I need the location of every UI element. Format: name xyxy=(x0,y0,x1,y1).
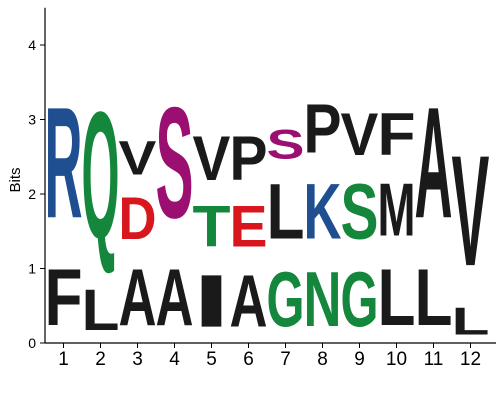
logo-letter-glyph: L xyxy=(82,277,120,343)
logo-letter-glyph: A xyxy=(415,74,453,251)
logo-letter-glyph: P xyxy=(230,123,268,193)
logo-letter: A xyxy=(156,253,194,343)
x-tick-label: 6 xyxy=(243,349,254,370)
logo-letter-glyph: I xyxy=(193,260,231,343)
logo-letter-glyph: L xyxy=(267,169,305,257)
logo-letter-glyph: M xyxy=(378,169,416,252)
logo-letter: I xyxy=(193,260,231,343)
logo-letter-glyph: S xyxy=(341,168,379,256)
logo-letter: S xyxy=(341,168,379,256)
x-tick-label: 10 xyxy=(386,349,407,370)
logo-letter-glyph: L xyxy=(452,299,490,342)
logo-letter: Q xyxy=(82,75,120,277)
logo-letter: L xyxy=(452,299,490,342)
logo-letter: R xyxy=(45,74,83,251)
logo-letter-glyph: R xyxy=(45,74,83,251)
logo-letter-glyph: E xyxy=(230,195,268,260)
logo-letter-glyph: F xyxy=(378,101,416,168)
logo-letter: M xyxy=(378,169,416,252)
logo-letter: A xyxy=(230,260,268,343)
logo-letter: S xyxy=(156,75,194,252)
logo-letter: N xyxy=(304,257,342,344)
logo-letter-glyph: F xyxy=(45,253,83,343)
logo-letter: E xyxy=(230,195,268,260)
y-tick-label: 0 xyxy=(28,335,36,351)
logo-letter-glyph: L xyxy=(415,253,453,343)
logo-letter: F xyxy=(378,101,416,168)
y-tick-label: 4 xyxy=(28,37,36,53)
x-tick-label: 11 xyxy=(424,349,444,370)
logo-letter-glyph: A xyxy=(119,253,157,343)
logo-letter-glyph: V xyxy=(452,124,490,300)
logo-letter-glyph: Q xyxy=(82,75,120,277)
logo-letter-glyph: A xyxy=(230,260,268,343)
logo-letter: G xyxy=(341,255,379,342)
logo-letter-glyph: P xyxy=(304,89,342,168)
y-tick-label: 3 xyxy=(28,112,36,128)
logo-letter-glyph: K xyxy=(304,169,342,256)
logo-letter: S xyxy=(267,121,305,168)
logo-letter-glyph: N xyxy=(304,257,342,344)
logo-letter: A xyxy=(119,253,157,343)
logo-letter: P xyxy=(304,89,342,168)
logo-letter-glyph: S xyxy=(156,75,194,252)
chart-axes xyxy=(44,7,496,344)
logo-letter: P xyxy=(230,123,268,193)
logo-letter-glyph: V xyxy=(193,123,231,194)
logo-letter-glyph: A xyxy=(156,253,194,343)
logo-letter: L xyxy=(267,169,305,257)
x-tick-label: 8 xyxy=(317,349,328,370)
logo-letter-glyph: D xyxy=(119,185,157,252)
logo-letter-glyph: V xyxy=(341,101,379,168)
logo-letter-glyph: S xyxy=(267,121,305,168)
logo-letter: A xyxy=(415,74,453,251)
logo-letter: L xyxy=(82,277,120,343)
logo-letter: D xyxy=(119,185,157,252)
logo-letter-glyph: L xyxy=(378,253,416,343)
logo-letter: L xyxy=(378,253,416,343)
logo-letter: G xyxy=(267,255,305,342)
x-tick-label: 1 xyxy=(58,349,69,370)
x-tick-label: 2 xyxy=(95,349,106,370)
logo-letter: V xyxy=(452,124,490,300)
x-tick-label: 5 xyxy=(206,349,217,370)
x-tick-label: 4 xyxy=(169,349,180,370)
logo-letter: K xyxy=(304,169,342,256)
x-tick-label: 9 xyxy=(354,349,365,370)
logo-letter: V xyxy=(341,101,379,168)
logo-letter: V xyxy=(193,123,231,194)
logo-letter: F xyxy=(45,253,83,343)
logo-letter-glyph: G xyxy=(267,255,305,342)
logo-letter: T xyxy=(193,193,231,259)
x-tick-label: 7 xyxy=(280,349,291,370)
y-tick-label: 2 xyxy=(28,186,36,202)
logo-letter-glyph: G xyxy=(341,255,379,342)
x-tick-label: 12 xyxy=(460,349,481,370)
logo-letter-glyph: V xyxy=(119,131,157,185)
logo-letter: L xyxy=(415,253,453,343)
x-tick-label: 3 xyxy=(132,349,143,370)
logo-letter: V xyxy=(119,131,157,185)
logo-letter-glyph: T xyxy=(193,193,231,259)
y-axis-label: Bits xyxy=(7,167,24,192)
y-tick-label: 1 xyxy=(28,261,36,277)
